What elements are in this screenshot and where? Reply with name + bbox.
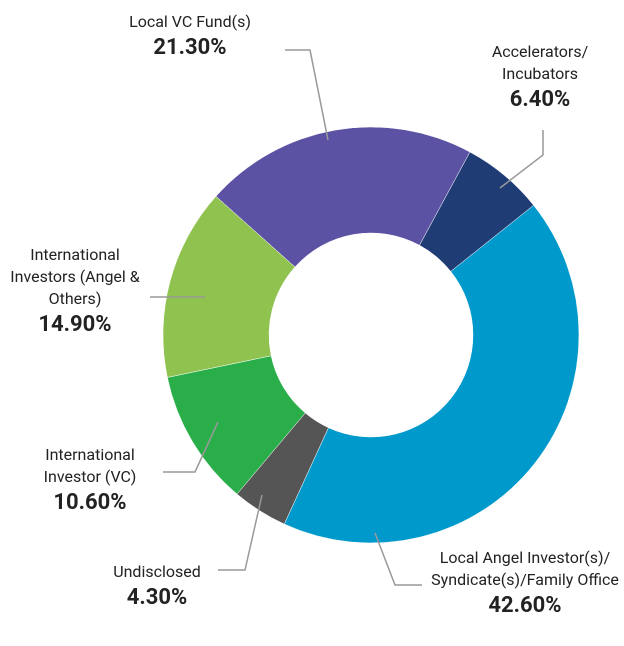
segment-label: Undisclosed 4.30% <box>97 561 217 613</box>
segment-label: Local Angel Investor(s)/ Syndicate(s)/Fa… <box>427 547 623 621</box>
category-name: Local VC Fund(s) <box>129 12 251 31</box>
leader-line <box>218 494 263 571</box>
category-name: Undisclosed <box>113 562 201 581</box>
value-label: 10.60% <box>53 490 127 515</box>
donut-segment <box>284 204 580 544</box>
value-label: 4.30% <box>126 585 188 610</box>
leader-lines <box>150 49 544 586</box>
category-name: International Investors (Angel & Others) <box>10 245 140 308</box>
segment-label: Local VC Fund(s) 21.30% <box>90 11 290 63</box>
value-label: 21.30% <box>153 35 227 60</box>
segment-label: Accelerators/ Incubators 6.40% <box>480 41 600 115</box>
donut-segment <box>162 196 296 378</box>
category-name: International Investor (VC) <box>43 445 137 486</box>
leader-line <box>499 130 544 189</box>
donut-segment <box>236 412 329 525</box>
category-name: Local Angel Investor(s)/ Syndicate(s)/Fa… <box>431 548 619 589</box>
leader-line <box>163 421 219 473</box>
donut-segment <box>167 355 306 495</box>
value-label: 6.40% <box>509 87 571 112</box>
segment-label: International Investor (VC) 10.60% <box>25 444 155 518</box>
leader-line <box>285 49 329 141</box>
value-label: 14.90% <box>38 312 112 337</box>
segment-label: International Investors (Angel & Others)… <box>5 244 145 340</box>
donut-segment <box>419 151 534 272</box>
donut-segment <box>215 126 471 268</box>
leader-line <box>374 532 422 586</box>
value-label: 42.60% <box>488 593 562 618</box>
category-name: Accelerators/ Incubators <box>491 42 589 83</box>
